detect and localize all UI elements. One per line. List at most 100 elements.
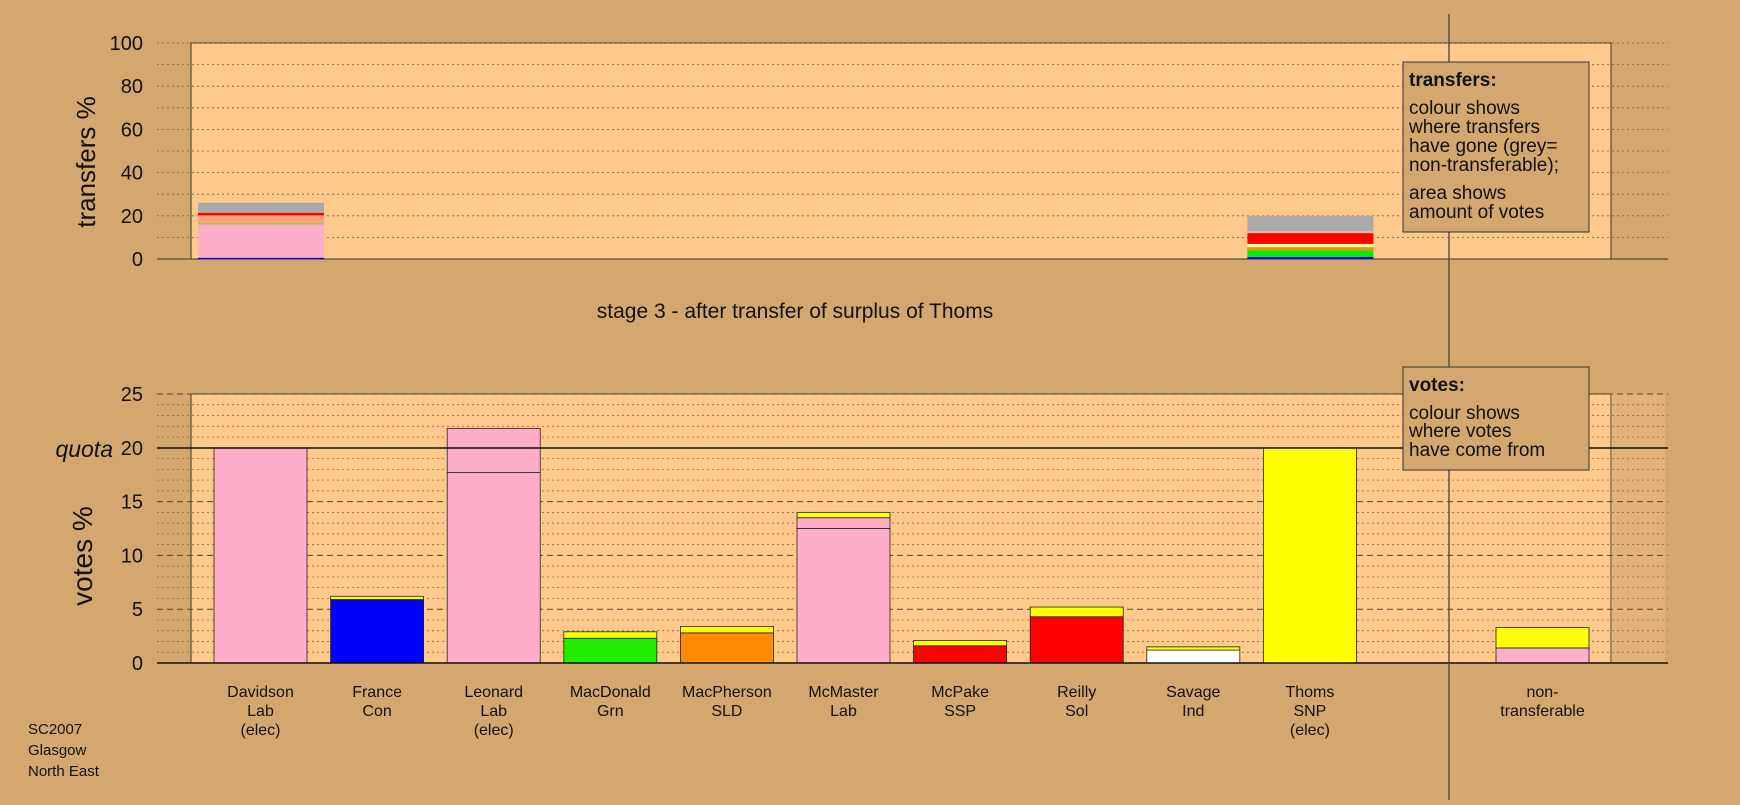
candidate-label-thoms: (elec) [1290,722,1330,739]
candidate-label-savage: Ind [1182,703,1204,720]
transfers-y-tick-label: 80 [121,76,143,98]
candidate-label-thoms: SNP [1293,703,1326,720]
vote-segment-mcpake [913,645,1007,664]
candidate-label-reilly: Sol [1065,703,1088,720]
candidate-label-mcmaster: McMaster [808,684,879,701]
legend-transfers: transfers: colour shows where transfers … [1402,61,1590,233]
transfer-segment-thoms [1247,250,1374,257]
transfers-y-axis-label: transfers % [71,96,101,228]
legend-votes-box [1402,366,1590,471]
candidate-label-leonard: Lab [480,703,507,720]
vote-segment-leonard [446,428,541,473]
vote-segment-france [330,599,425,664]
candidate-label-savage: Savage [1166,684,1220,701]
candidate-label-davidson: (elec) [240,722,280,739]
nontransferable-segment [1495,647,1590,664]
nontransferable-label: transferable [1500,703,1585,720]
footer: SC2007 Glasgow North East [28,721,100,780]
transfers-panel: 0 20 40 60 80 100 transfers % [71,33,1668,271]
votes-y-axis-label: votes % [67,506,98,606]
nontransferable-label: non- [1526,684,1558,701]
candidate-label-mcpake: SSP [944,703,976,720]
transfer-segment-thoms [1247,256,1374,259]
vote-segment-savage [1146,646,1241,651]
transfers-y-tick-label: 0 [132,249,143,271]
candidate-label-france: Con [362,703,391,720]
votes-y-tick-label: 15 [121,492,143,514]
legend-transfers-line-2: where transfers [1408,117,1540,138]
transfers-y-tick-label: 60 [121,119,143,141]
transfer-segment-davidson [198,202,324,213]
vote-segment-france [330,595,425,600]
votes-panel: 0 5 10 15 20 25 Davidson Lab (elec) France Con Leo… [55,384,1668,739]
transfer-segment-davidson [198,215,324,224]
votes-bars [213,428,1590,664]
legend-transfers-line-6: amount of votes [1409,202,1544,223]
legend-transfers-line-5: area shows [1409,183,1506,204]
transfer-segment-davidson [198,257,324,259]
transfer-segment-davidson [198,212,324,216]
transfers-bars [198,202,1374,259]
votes-y-tick-label: 5 [132,599,143,621]
legend-votes-line-1: colour shows [1409,403,1520,424]
vote-segment-davidson [213,447,308,664]
candidate-label-macpherson: MacPherson [682,684,772,701]
transfers-y-tick-label: 20 [121,206,143,228]
vote-segment-macpherson [680,632,774,664]
nontransferable-segment [1495,627,1590,649]
votes-y-ticks: 0 5 10 15 20 25 [121,384,143,675]
votes-y-tick-label: 25 [121,384,143,406]
legend-transfers-line-3: have gone (grey= [1409,136,1557,157]
transfer-segment-davidson [198,224,324,258]
transfer-segment-thoms [1247,247,1374,251]
legend-transfers-line-1: colour shows [1409,98,1520,119]
votes-y-tick-label: 0 [132,653,143,675]
transfers-y-ticks: 0 20 40 60 80 100 [110,33,143,271]
legend-transfers-title: transfers: [1409,70,1497,91]
candidate-label-leonard: (elec) [474,722,514,739]
vote-segment-macdonald [563,631,658,639]
votes-y-tick-label: 10 [121,545,143,567]
legend-votes: votes: colour shows where votes have com… [1402,366,1590,471]
vote-segment-reilly [1029,616,1124,664]
vote-segment-savage [1146,649,1241,664]
footer-line-ward: North East [28,763,100,780]
vote-segment-mcpake [913,640,1007,647]
transfers-gridlines [157,42,1668,260]
candidate-label-leonard: Leonard [464,684,523,701]
legend-transfers-line-4: non-transferable); [1409,155,1559,176]
votes-plot-area [190,393,1612,664]
footer-line-council: Glasgow [28,742,87,759]
transfer-segment-thoms [1247,231,1374,234]
transfer-segment-thoms [1247,215,1374,232]
transfer-segment-thoms [1247,243,1374,248]
candidate-label-davidson: Lab [247,703,274,720]
vote-segment-thoms [1263,447,1357,664]
votes-plot-area-overhang [1611,394,1665,663]
stage-title: stage 3 - after transfer of surplus of T… [597,300,993,323]
candidate-label-reilly: Reilly [1057,684,1096,701]
candidate-label-davidson: Davidson [227,684,294,701]
candidate-label-macpherson: SLD [711,703,742,720]
transfers-y-tick-label: 40 [121,163,143,185]
candidate-label-macdonald: MacDonald [570,684,651,701]
candidate-labels: Davidson Lab (elec) France Con Leonard Lab (ele… [227,684,1585,739]
candidate-label-mcmaster: Lab [830,703,857,720]
vote-segment-leonard [446,472,541,664]
transfers-y-tick-label: 100 [110,33,143,55]
legend-votes-line-3: have come from [1409,440,1545,461]
candidate-label-thoms: Thoms [1285,684,1334,701]
vote-segment-macdonald [563,637,658,664]
vote-segment-mcmaster [796,528,891,664]
votes-y-tick-label: 20 [121,438,143,460]
footer-line-election: SC2007 [28,721,82,738]
candidate-label-macdonald: Grn [597,703,624,720]
quota-label: quota [55,436,113,462]
vote-segment-mcmaster [796,517,891,529]
vote-segment-macpherson [680,626,774,634]
candidate-label-mcpake: McPake [931,684,989,701]
vote-segment-mcmaster [796,511,891,519]
transfer-segment-thoms [1247,233,1374,244]
